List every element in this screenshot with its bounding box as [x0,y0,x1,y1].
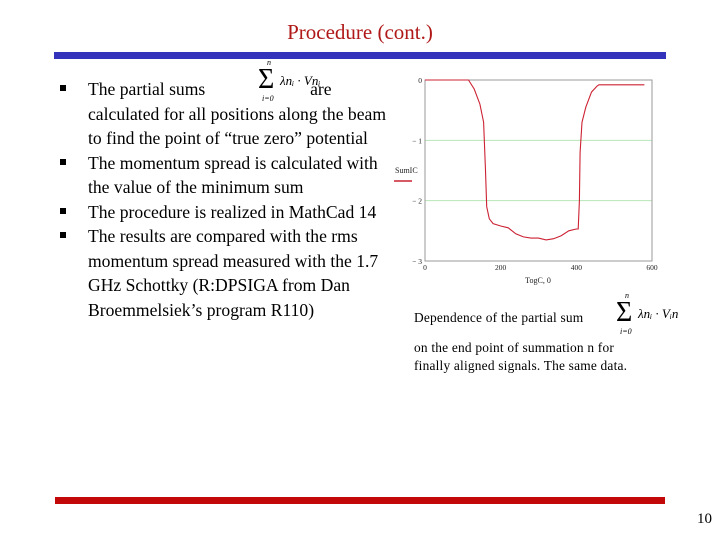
formula-lower-limit: i=0 [262,94,274,103]
bullet-text: The results are compared with the rms mo… [88,226,379,320]
bullet-text: The momentum spread is calculated with t… [88,152,378,198]
sigma-symbol: Σ [616,297,633,328]
x-tick-label: 0 [423,263,427,272]
slide-title: Procedure (cont.) [287,20,433,44]
bullet-item: The partial sums are calculated for all … [58,77,388,151]
chart-legend: SumIC [394,166,418,182]
page-number: 10 [697,511,712,527]
formula-upper-limit: n [625,291,629,300]
y-tick-label: 0 [418,76,422,85]
axis-tick-labels: 0− 1− 2− 30 200 400 600 [412,76,658,272]
square-bullet-icon [60,232,66,238]
bullet-text-post: are calculated for all positions along t… [88,79,387,148]
bullet-text-pre: The partial sums [88,79,206,99]
y-tick-label: − 2 [412,197,422,206]
y-tick-label: − 3 [412,257,422,266]
footer-divider-bar [55,497,665,504]
x-tick-label: 400 [571,263,583,272]
x-tick-label: 200 [495,263,507,272]
partial-sum-chart: 0− 1− 2− 30 200 400 600 SumIC TogC, 0 [394,76,658,285]
bullet-text: The procedure is realized in MathCad 14 [88,201,377,222]
formula-body: λnᵢ · Vnᵢ [280,73,321,88]
bullet-item: The momentum spread is calculated with t… [58,151,388,200]
x-axis-label: TogC, 0 [525,276,551,285]
caption-line-1: Dependence of the partial sum [414,310,584,325]
plot-frame [424,79,653,262]
y-axis-label: SumIC [395,166,418,175]
sum-curve [425,79,645,241]
x-tick-label: 600 [646,263,658,272]
square-bullet-icon [60,158,66,165]
sigma-symbol: Σ [258,64,275,95]
formula-lower-limit: i=0 [620,327,632,336]
chart-grid [425,139,652,202]
title-divider-bar [54,52,666,59]
caption-line-2: on the end point of summation n for [414,340,615,355]
bullet-list: The partial sums are calculated for all … [58,77,388,322]
figure-caption: Dependence of the partial sum on the end… [414,309,704,373]
square-bullet-icon [60,85,66,91]
y-tick-label: − 1 [412,136,422,145]
square-bullet-icon [60,207,66,214]
formula-upper-limit: n [267,58,271,67]
bullet-item: The results are compared with the rms mo… [58,224,388,322]
bullet-item: The procedure is realized in MathCad 14 [58,200,388,225]
formula-body: λnᵢ · Vᵢn [638,306,679,321]
caption-line-3: finally aligned signals. The same data. [414,358,628,373]
